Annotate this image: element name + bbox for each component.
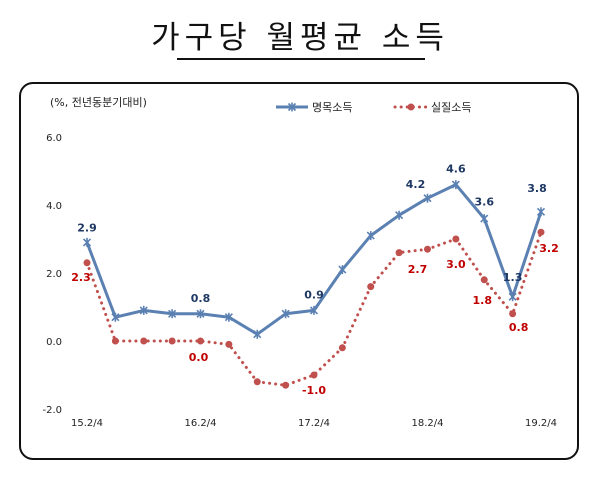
data-label: 2.7 bbox=[408, 263, 428, 276]
data-point bbox=[224, 312, 233, 322]
data-label: 3.2 bbox=[539, 242, 559, 255]
legend: 명목소득 실질소득 bbox=[276, 101, 471, 114]
data-labels: 2.9 0.8 0.9 4.2 4.6 3.6 1.3 3.8 2.3 0.0 -1.0 2.7 3.0… bbox=[71, 163, 559, 397]
x-tick-label: 17.2/4 bbox=[298, 418, 330, 429]
data-label: 4.6 bbox=[446, 163, 466, 176]
data-point bbox=[225, 340, 233, 348]
data-point bbox=[83, 259, 91, 267]
data-label: 3.0 bbox=[446, 258, 466, 271]
data-label: 4.2 bbox=[406, 178, 426, 191]
data-label: 1.8 bbox=[473, 294, 493, 307]
data-point bbox=[366, 231, 375, 241]
data-point bbox=[168, 309, 177, 319]
data-point bbox=[509, 310, 517, 318]
data-point bbox=[537, 228, 545, 236]
data-point bbox=[82, 237, 92, 247]
y-tick-label: 2.0 bbox=[46, 269, 62, 280]
data-point bbox=[338, 344, 346, 352]
series-2 bbox=[83, 228, 545, 389]
data-point bbox=[508, 292, 517, 302]
x-tick-label: 19.2/4 bbox=[525, 418, 557, 429]
y-tick-label: 4.0 bbox=[46, 201, 62, 212]
data-point bbox=[367, 283, 375, 291]
data-label: 3.6 bbox=[475, 196, 495, 209]
data-point bbox=[197, 337, 204, 345]
data-point bbox=[196, 309, 205, 319]
data-point bbox=[111, 337, 119, 345]
data-point bbox=[480, 214, 489, 224]
data-point bbox=[536, 207, 546, 217]
data-point bbox=[281, 309, 290, 319]
legend-label: 실질소득 bbox=[431, 101, 471, 114]
data-label: 0.8 bbox=[191, 292, 211, 305]
data-label: 0.9 bbox=[304, 288, 324, 301]
data-point bbox=[309, 305, 319, 315]
data-label: 2.3 bbox=[71, 271, 91, 284]
data-point bbox=[395, 210, 404, 220]
data-point bbox=[168, 337, 176, 345]
data-point bbox=[338, 265, 347, 275]
y-tick-label: 6.0 bbox=[46, 133, 62, 144]
x-tick-label: 15.2/4 bbox=[71, 418, 103, 429]
y-tick-label: 0.0 bbox=[46, 337, 62, 348]
data-point bbox=[282, 381, 290, 389]
chart-frame bbox=[19, 82, 579, 460]
data-point bbox=[253, 329, 262, 339]
legend-marker bbox=[407, 103, 415, 111]
unit-note: (%, 전년동분기대비) bbox=[50, 96, 147, 109]
data-point bbox=[451, 180, 460, 190]
data-label: 0.0 bbox=[189, 351, 209, 364]
title-underline bbox=[177, 58, 425, 60]
data-label: 2.9 bbox=[77, 221, 97, 234]
data-label: 0.8 bbox=[509, 321, 529, 334]
data-point bbox=[140, 337, 148, 345]
axes: -2.0 0.0 2.0 4.0 6.0 15.2/4 16.2/4 17.2/4 18.2/4… bbox=[42, 133, 557, 429]
data-point bbox=[139, 305, 148, 315]
data-point bbox=[111, 312, 120, 322]
data-point bbox=[423, 193, 432, 203]
data-point bbox=[480, 276, 488, 284]
legend-label: 명목소득 bbox=[312, 101, 352, 114]
series-1 bbox=[82, 180, 546, 339]
data-point bbox=[310, 371, 318, 379]
series-layer bbox=[82, 180, 546, 389]
data-point bbox=[253, 378, 261, 386]
legend-marker bbox=[287, 102, 297, 112]
x-tick-label: 18.2/4 bbox=[412, 418, 444, 429]
page-title: 가구당 월평균 소득 bbox=[151, 20, 449, 56]
data-label: -1.0 bbox=[302, 384, 326, 397]
data-label: 1.3 bbox=[503, 271, 523, 284]
data-label: 3.8 bbox=[527, 182, 547, 195]
x-tick-label: 16.2/4 bbox=[185, 418, 217, 429]
data-point bbox=[395, 249, 403, 257]
data-point bbox=[424, 245, 431, 253]
data-point bbox=[452, 235, 460, 243]
y-tick-label: -2.0 bbox=[42, 405, 62, 416]
